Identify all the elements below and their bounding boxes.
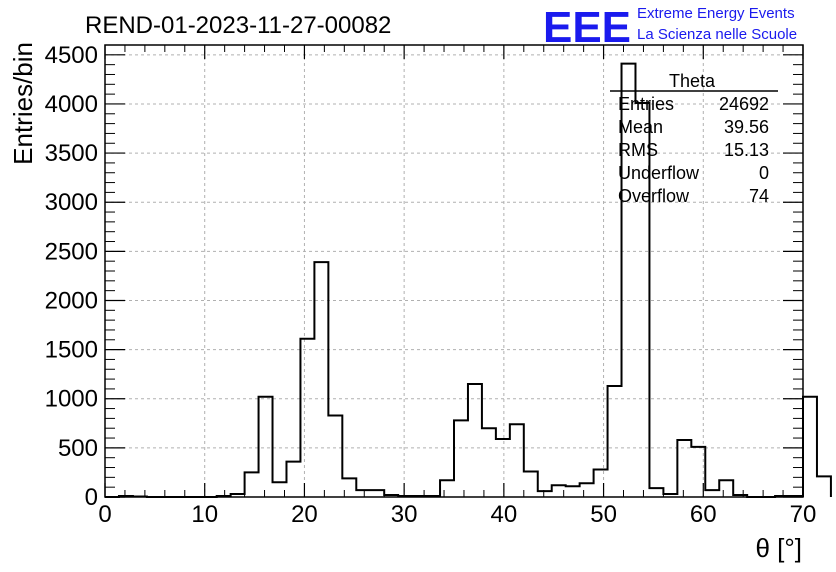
histogram-bin — [566, 486, 580, 497]
y-tick-label: 4000 — [45, 91, 98, 118]
histogram-bin — [649, 488, 663, 497]
stats-row-value: 24692 — [719, 94, 769, 114]
x-tick-labels: 0 10 20 30 40 50 60 70 — [98, 501, 816, 528]
x-tick-label: 30 — [391, 501, 418, 528]
histogram-series — [105, 62, 832, 498]
y-tick-label: 1000 — [45, 386, 98, 413]
histogram-bin — [259, 397, 273, 497]
stats-row-value: 39.56 — [724, 117, 769, 137]
histogram-bin — [370, 490, 384, 497]
histogram-bin — [454, 420, 468, 497]
histogram-outline — [105, 62, 832, 498]
histogram-bin — [440, 480, 454, 497]
stats-box: Theta Entries 24692 Mean 39.56 RMS 15.13… — [610, 71, 778, 206]
stats-row-value: 15.13 — [724, 140, 769, 160]
stats-row-value: 0 — [759, 163, 769, 183]
stats-row-label: Underflow — [618, 163, 700, 183]
histogram-bin — [817, 476, 831, 497]
histogram-bin — [510, 424, 524, 497]
y-tick-label: 3000 — [45, 189, 98, 216]
histogram-bin — [524, 471, 538, 497]
y-tick-label: 2500 — [45, 238, 98, 265]
histogram-bin — [482, 428, 496, 497]
histogram-bin — [356, 490, 370, 497]
histogram-bin — [538, 491, 552, 497]
x-tick-label: 10 — [191, 501, 218, 528]
y-axis-title: Entries/bin — [8, 42, 38, 165]
histogram-bin — [719, 480, 733, 497]
x-tick-label: 70 — [790, 501, 817, 528]
histogram-bin — [677, 440, 691, 497]
stats-box-title: Theta — [669, 71, 716, 91]
chart-title: REND-01-2023-11-27-00082 — [85, 12, 391, 39]
stats-row-label: Mean — [618, 117, 663, 137]
stats-row-label: Entries — [618, 94, 674, 114]
histogram-bin — [245, 472, 259, 497]
histogram-bin — [594, 469, 608, 497]
histogram-bin — [803, 397, 817, 497]
y-tick-label: 3500 — [45, 140, 98, 167]
x-tick-label: 20 — [291, 501, 318, 528]
axis-ticks — [104, 45, 804, 498]
stats-row-value: 74 — [749, 186, 769, 206]
x-tick-label: 50 — [590, 501, 617, 528]
y-tick-label: 2000 — [45, 287, 98, 314]
logo-subtitle-line2: La Scienza nelle Scuole — [637, 26, 797, 43]
histogram-bin — [286, 462, 300, 497]
x-tick-label: 40 — [491, 501, 518, 528]
histogram-bin — [608, 386, 622, 497]
y-tick-labels: 0 500 1000 1500 2000 2500 3000 3500 4000 4500 — [45, 42, 98, 511]
y-tick-label: 4500 — [45, 42, 98, 69]
histogram-bin — [300, 339, 314, 497]
y-tick-label: 0 — [85, 484, 98, 511]
logo-subtitle-line1: Extreme Energy Events — [637, 5, 795, 22]
histogram-bin — [328, 415, 342, 497]
y-tick-label: 1500 — [45, 337, 98, 364]
y-tick-label: 500 — [58, 435, 98, 462]
histogram-bin — [705, 490, 719, 497]
stats-row-label: RMS — [618, 140, 658, 160]
x-tick-label: 0 — [98, 501, 111, 528]
histogram-bin — [496, 439, 510, 497]
histogram-bin — [468, 384, 482, 497]
histogram-bin — [314, 262, 328, 497]
x-tick-label: 60 — [690, 501, 717, 528]
histogram-bin — [580, 483, 594, 497]
x-axis-title: θ [°] — [755, 533, 802, 563]
eee-logo: EEE — [543, 3, 631, 52]
stats-row-label: Overflow — [618, 186, 690, 206]
